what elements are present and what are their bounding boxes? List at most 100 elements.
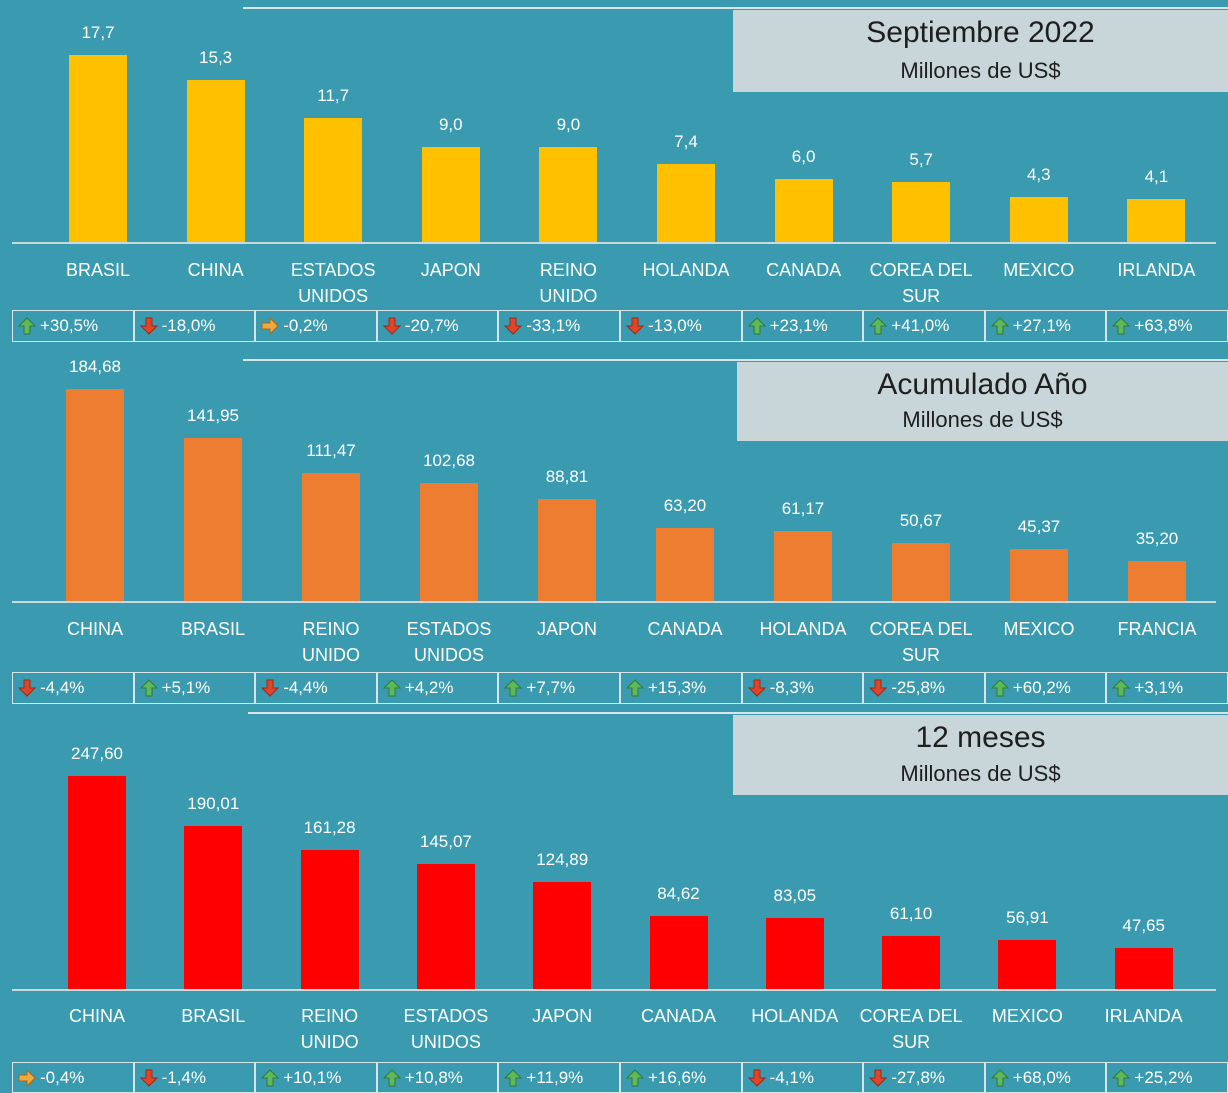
change-label: +15,3%	[648, 678, 707, 697]
trend-icon	[17, 1068, 37, 1088]
category-label: JAPON	[420, 260, 481, 280]
trend-icon	[503, 316, 523, 336]
bar	[66, 389, 124, 601]
icon	[260, 1068, 280, 1086]
category-label: COREA DEL SUR	[869, 619, 973, 665]
icon	[17, 317, 37, 335]
category-label: CANADA	[766, 260, 842, 280]
change-cell: -0,4%	[12, 1062, 134, 1093]
change-label: +23,1%	[769, 316, 828, 335]
change-cell: -13,0%	[620, 310, 742, 342]
trend-icon	[17, 316, 37, 336]
icon	[139, 1069, 158, 1087]
baseline	[12, 989, 1216, 991]
value-label: 184,68	[69, 357, 121, 376]
icon	[17, 679, 37, 697]
value-label: 61,17	[781, 498, 825, 518]
bar	[882, 936, 941, 989]
bar	[774, 178, 833, 242]
trend-icon	[990, 316, 1010, 336]
icon	[747, 679, 766, 697]
value-label: 17,7	[81, 23, 115, 42]
change-label: +16,6%	[648, 1067, 707, 1087]
category-label: MEXICO	[1003, 619, 1075, 639]
bar	[1009, 196, 1068, 242]
icon	[625, 679, 645, 697]
value-label: 9,0	[438, 114, 463, 134]
trend-icon	[747, 316, 767, 336]
icon	[18, 1068, 36, 1087]
change-label: -25,8%	[891, 678, 946, 697]
icon	[261, 316, 279, 336]
icon	[990, 679, 1010, 697]
value-label: 190,01	[187, 793, 240, 813]
trend-icon	[1111, 678, 1131, 698]
category-label: REINO UNIDO	[302, 619, 360, 665]
bar	[184, 825, 243, 989]
bar	[1128, 560, 1186, 601]
bar	[1127, 198, 1186, 242]
change-cell: +15,3%	[620, 672, 742, 704]
icon	[382, 317, 402, 335]
value-label: 50,67	[899, 510, 943, 530]
value-label: 141,95	[187, 406, 239, 426]
category-label: IRLANDA	[1117, 260, 1196, 280]
change-label: -1,4%	[161, 1067, 207, 1087]
category-label: MEXICO	[991, 1006, 1063, 1026]
category-label: CHINA	[66, 619, 123, 639]
trend-icon	[868, 678, 888, 698]
bar	[657, 163, 715, 242]
change-label: -13,0%	[648, 316, 702, 335]
change-label: +3,1%	[1134, 678, 1184, 697]
change-cell: +10,1%	[255, 1062, 377, 1093]
icon	[868, 317, 888, 335]
icon	[260, 679, 280, 697]
trend-icon	[139, 678, 159, 698]
bar	[420, 483, 478, 601]
change-cell: +4,2%	[376, 672, 499, 704]
change-cell: +41,0%	[863, 310, 985, 342]
chart-subtitle: Millones de US$	[902, 407, 1063, 432]
chart-title: Acumulado Año	[877, 368, 1088, 401]
bar	[765, 917, 824, 989]
change-cell: -33,1%	[498, 310, 620, 342]
value-label: 124,89	[536, 849, 589, 869]
category-label: IRLANDA	[1104, 1006, 1183, 1026]
trend-icon	[382, 316, 402, 336]
bar	[184, 438, 242, 601]
category-label: JAPON	[536, 619, 597, 639]
change-label: -0,4%	[40, 1067, 85, 1087]
baseline	[12, 242, 1216, 244]
value-label: 88,81	[545, 467, 589, 487]
change-cell: +25,2%	[1106, 1062, 1228, 1093]
change-label: +5,1%	[161, 678, 211, 697]
trend-icon	[990, 678, 1010, 698]
bar	[1010, 548, 1068, 601]
trend-icon	[260, 316, 280, 336]
category-label: ESTADOS UNIDOS	[403, 1006, 489, 1052]
value-label: 6,0	[791, 146, 816, 166]
bar	[304, 118, 363, 242]
value-label: 11,7	[317, 86, 350, 106]
change-cell: -4,4%	[255, 672, 377, 704]
value-label: 9,0	[556, 114, 581, 134]
bar	[421, 146, 480, 242]
trend-icon	[503, 1068, 523, 1088]
category-label: HOLANDA	[642, 260, 730, 280]
category-label: HOLANDA	[751, 1006, 839, 1026]
icon	[382, 679, 402, 697]
value-label: 102,68	[423, 451, 475, 471]
bar	[998, 940, 1057, 989]
change-label: +11,9%	[526, 1067, 584, 1087]
trend-icon	[1111, 316, 1131, 336]
separator-line	[248, 712, 1228, 714]
title-box: 12 meses Millones de US$	[733, 715, 1228, 795]
trend-icon	[139, 1068, 159, 1088]
trend-icon	[17, 678, 37, 698]
icon	[139, 317, 158, 335]
icon	[1112, 679, 1131, 697]
icon	[625, 317, 645, 335]
bar	[892, 542, 950, 601]
trend-icon	[990, 1068, 1010, 1088]
icon	[747, 317, 766, 335]
